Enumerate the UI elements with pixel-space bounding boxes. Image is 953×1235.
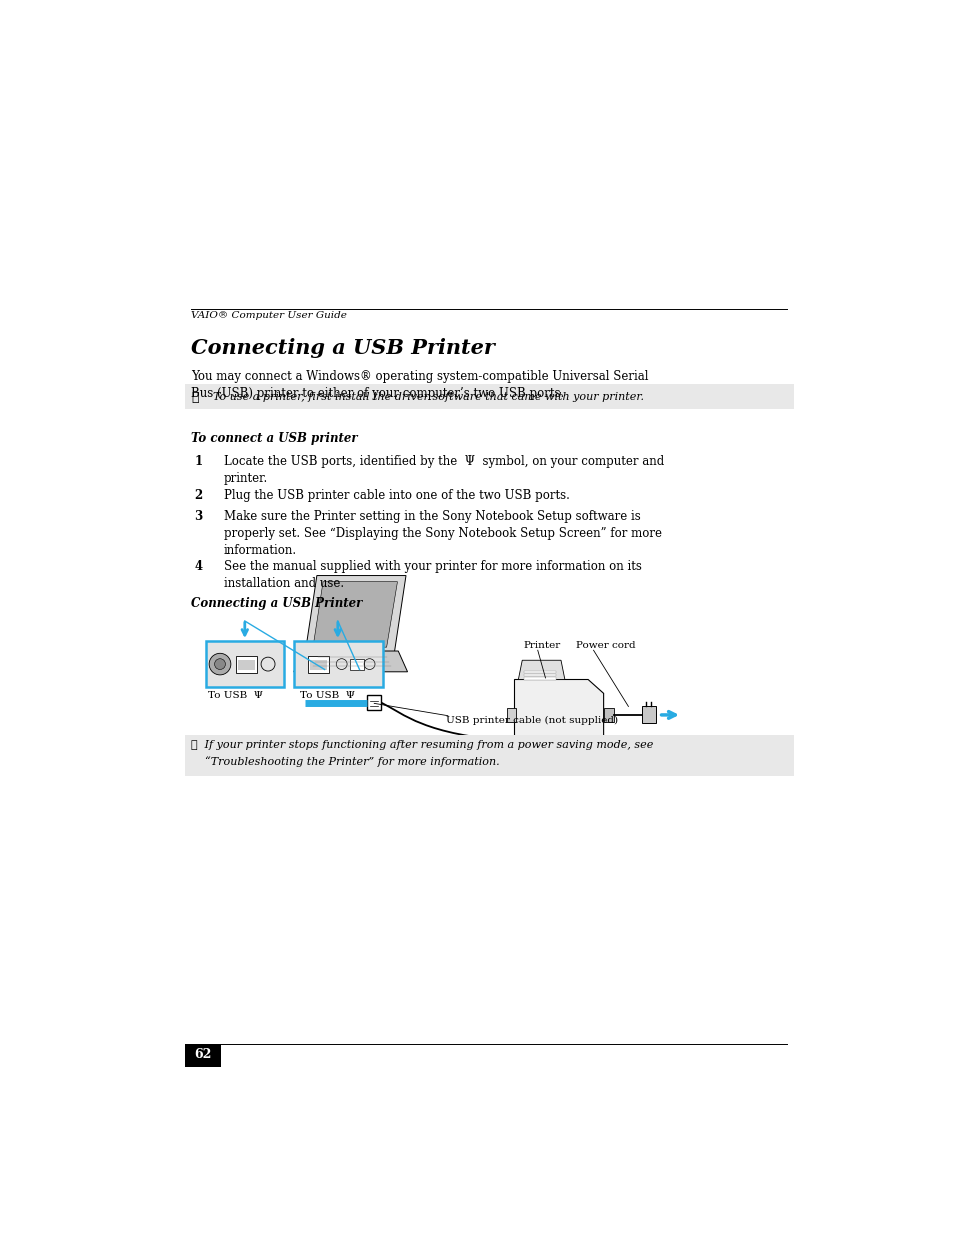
FancyBboxPatch shape [185, 384, 793, 409]
FancyBboxPatch shape [523, 671, 556, 673]
Text: Power cord: Power cord [576, 641, 636, 651]
FancyBboxPatch shape [185, 735, 793, 776]
FancyBboxPatch shape [294, 641, 382, 687]
Text: Locate the USB ports, identified by the  Ψ  symbol, on your computer and: Locate the USB ports, identified by the … [224, 454, 663, 468]
Text: To use a printer, first install the driver software that came with your printer.: To use a printer, first install the driv… [213, 393, 643, 403]
Polygon shape [313, 582, 397, 647]
Text: properly set. See “Displaying the Sony Notebook Setup Screen” for more: properly set. See “Displaying the Sony N… [224, 527, 661, 540]
Polygon shape [305, 576, 406, 652]
Text: VAIO® Computer User Guide: VAIO® Computer User Guide [192, 311, 347, 320]
FancyBboxPatch shape [641, 706, 655, 724]
Text: Printer: Printer [523, 641, 560, 651]
Text: To connect a USB printer: To connect a USB printer [192, 431, 357, 445]
FancyBboxPatch shape [367, 695, 381, 710]
FancyBboxPatch shape [237, 661, 254, 671]
FancyBboxPatch shape [235, 656, 257, 673]
Text: See the manual supplied with your printer for more information on its: See the manual supplied with your printe… [224, 561, 641, 573]
Text: ℒ: ℒ [192, 390, 198, 404]
Text: printer.: printer. [224, 472, 268, 484]
Text: 1: 1 [194, 454, 202, 468]
Text: Connecting a USB Printer: Connecting a USB Printer [192, 338, 495, 358]
Text: To USB  Ψ: To USB Ψ [208, 692, 262, 700]
FancyBboxPatch shape [523, 674, 556, 677]
Text: 4: 4 [194, 561, 202, 573]
FancyBboxPatch shape [307, 656, 329, 673]
Circle shape [214, 658, 225, 669]
FancyBboxPatch shape [523, 677, 556, 679]
FancyBboxPatch shape [206, 641, 283, 687]
Text: 3: 3 [194, 510, 202, 524]
Text: Make sure the Printer setting in the Sony Notebook Setup software is: Make sure the Printer setting in the Son… [224, 510, 640, 524]
Text: Bus (USB) printer to either of your computer’s two USB ports.: Bus (USB) printer to either of your comp… [192, 387, 564, 400]
Text: USB printer cable (not supplied): USB printer cable (not supplied) [446, 716, 618, 725]
Text: You may connect a Windows® operating system-compatible Universal Serial: You may connect a Windows® operating sys… [192, 370, 648, 383]
FancyBboxPatch shape [350, 659, 364, 671]
FancyBboxPatch shape [310, 661, 327, 671]
Text: To USB  Ψ: To USB Ψ [299, 692, 355, 700]
FancyBboxPatch shape [603, 708, 614, 721]
FancyBboxPatch shape [185, 1044, 220, 1067]
Polygon shape [517, 661, 564, 679]
Text: 2: 2 [194, 489, 202, 501]
Text: ℒ  If your printer stops functioning after resuming from a power saving mode, se: ℒ If your printer stops functioning afte… [192, 740, 653, 750]
Polygon shape [514, 679, 603, 741]
Text: Plug the USB printer cable into one of the two USB ports.: Plug the USB printer cable into one of t… [224, 489, 569, 501]
Polygon shape [294, 651, 407, 672]
FancyBboxPatch shape [506, 708, 516, 721]
Text: Connecting a USB Printer: Connecting a USB Printer [192, 597, 362, 610]
FancyBboxPatch shape [342, 662, 360, 669]
Text: “Troubleshooting the Printer” for more information.: “Troubleshooting the Printer” for more i… [192, 757, 499, 767]
Text: information.: information. [224, 543, 296, 557]
Circle shape [209, 653, 231, 674]
Text: installation and use.: installation and use. [224, 577, 344, 590]
Text: 62: 62 [194, 1049, 212, 1061]
